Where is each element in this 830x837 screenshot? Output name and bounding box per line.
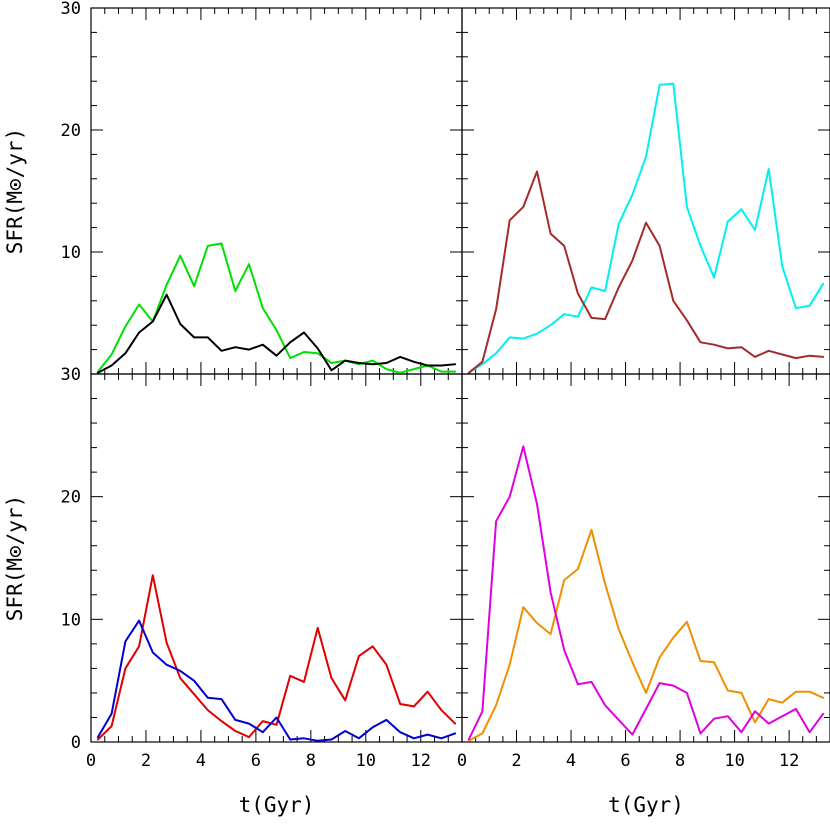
y-tick-label: 10 (61, 243, 81, 263)
x-tick-label: 0 (457, 751, 467, 771)
panel-top-right (461, 7, 830, 375)
panel-frame (90, 373, 463, 743)
y-tick-label: 30 (61, 365, 81, 385)
x-tick-label: 8 (675, 751, 685, 771)
y-tick-label: 20 (61, 488, 81, 508)
y-tick-label: 10 (61, 610, 81, 630)
series-line-1 (467, 82, 825, 374)
y-tick-label: 30 (61, 0, 81, 19)
series-line-2 (467, 170, 825, 374)
x-tick-label: 2 (511, 751, 521, 771)
y-axis-label: SFR(M⊙/yr) (3, 495, 27, 621)
panel-top-left: 30 10 20 30 SFR(M⊙/yr) (3, 0, 463, 385)
series-line-2 (96, 619, 457, 742)
x-tick-label: 0 (86, 751, 96, 771)
x-axis-label: t(Gyr) (239, 793, 315, 817)
series-line-2 (467, 445, 825, 741)
series-line-1 (96, 574, 457, 741)
x-tick-label: 8 (306, 751, 316, 771)
series-line-1 (96, 242, 457, 374)
x-axis-label: t(Gyr) (608, 793, 684, 817)
x-tick-label: 4 (196, 751, 206, 771)
x-tick-label: 6 (251, 751, 261, 771)
panel-frame (461, 373, 830, 743)
panel-bottom-right: 0 2 4 6 8 10 12 t(Gyr) (457, 373, 830, 817)
y-axis-label: SFR(M⊙/yr) (3, 128, 27, 254)
x-tick-label: 6 (620, 751, 630, 771)
x-tick-label: 12 (411, 751, 431, 771)
panel-bottom-left: 0 10 20 0 2 4 6 8 10 12 SFR(M⊙/yr) t(Gyr) (3, 373, 463, 817)
panel-frame (461, 7, 830, 375)
y-tick-label: 0 (71, 733, 81, 753)
x-tick-label: 10 (724, 751, 744, 771)
y-tick-label: 20 (61, 121, 81, 141)
x-tick-label: 10 (356, 751, 376, 771)
x-tick-label: 12 (779, 751, 799, 771)
x-tick-label: 2 (141, 751, 151, 771)
x-tick-label: 4 (566, 751, 576, 771)
panel-frame (90, 7, 463, 375)
series-line-2 (96, 293, 457, 374)
series-line-1 (467, 528, 825, 742)
